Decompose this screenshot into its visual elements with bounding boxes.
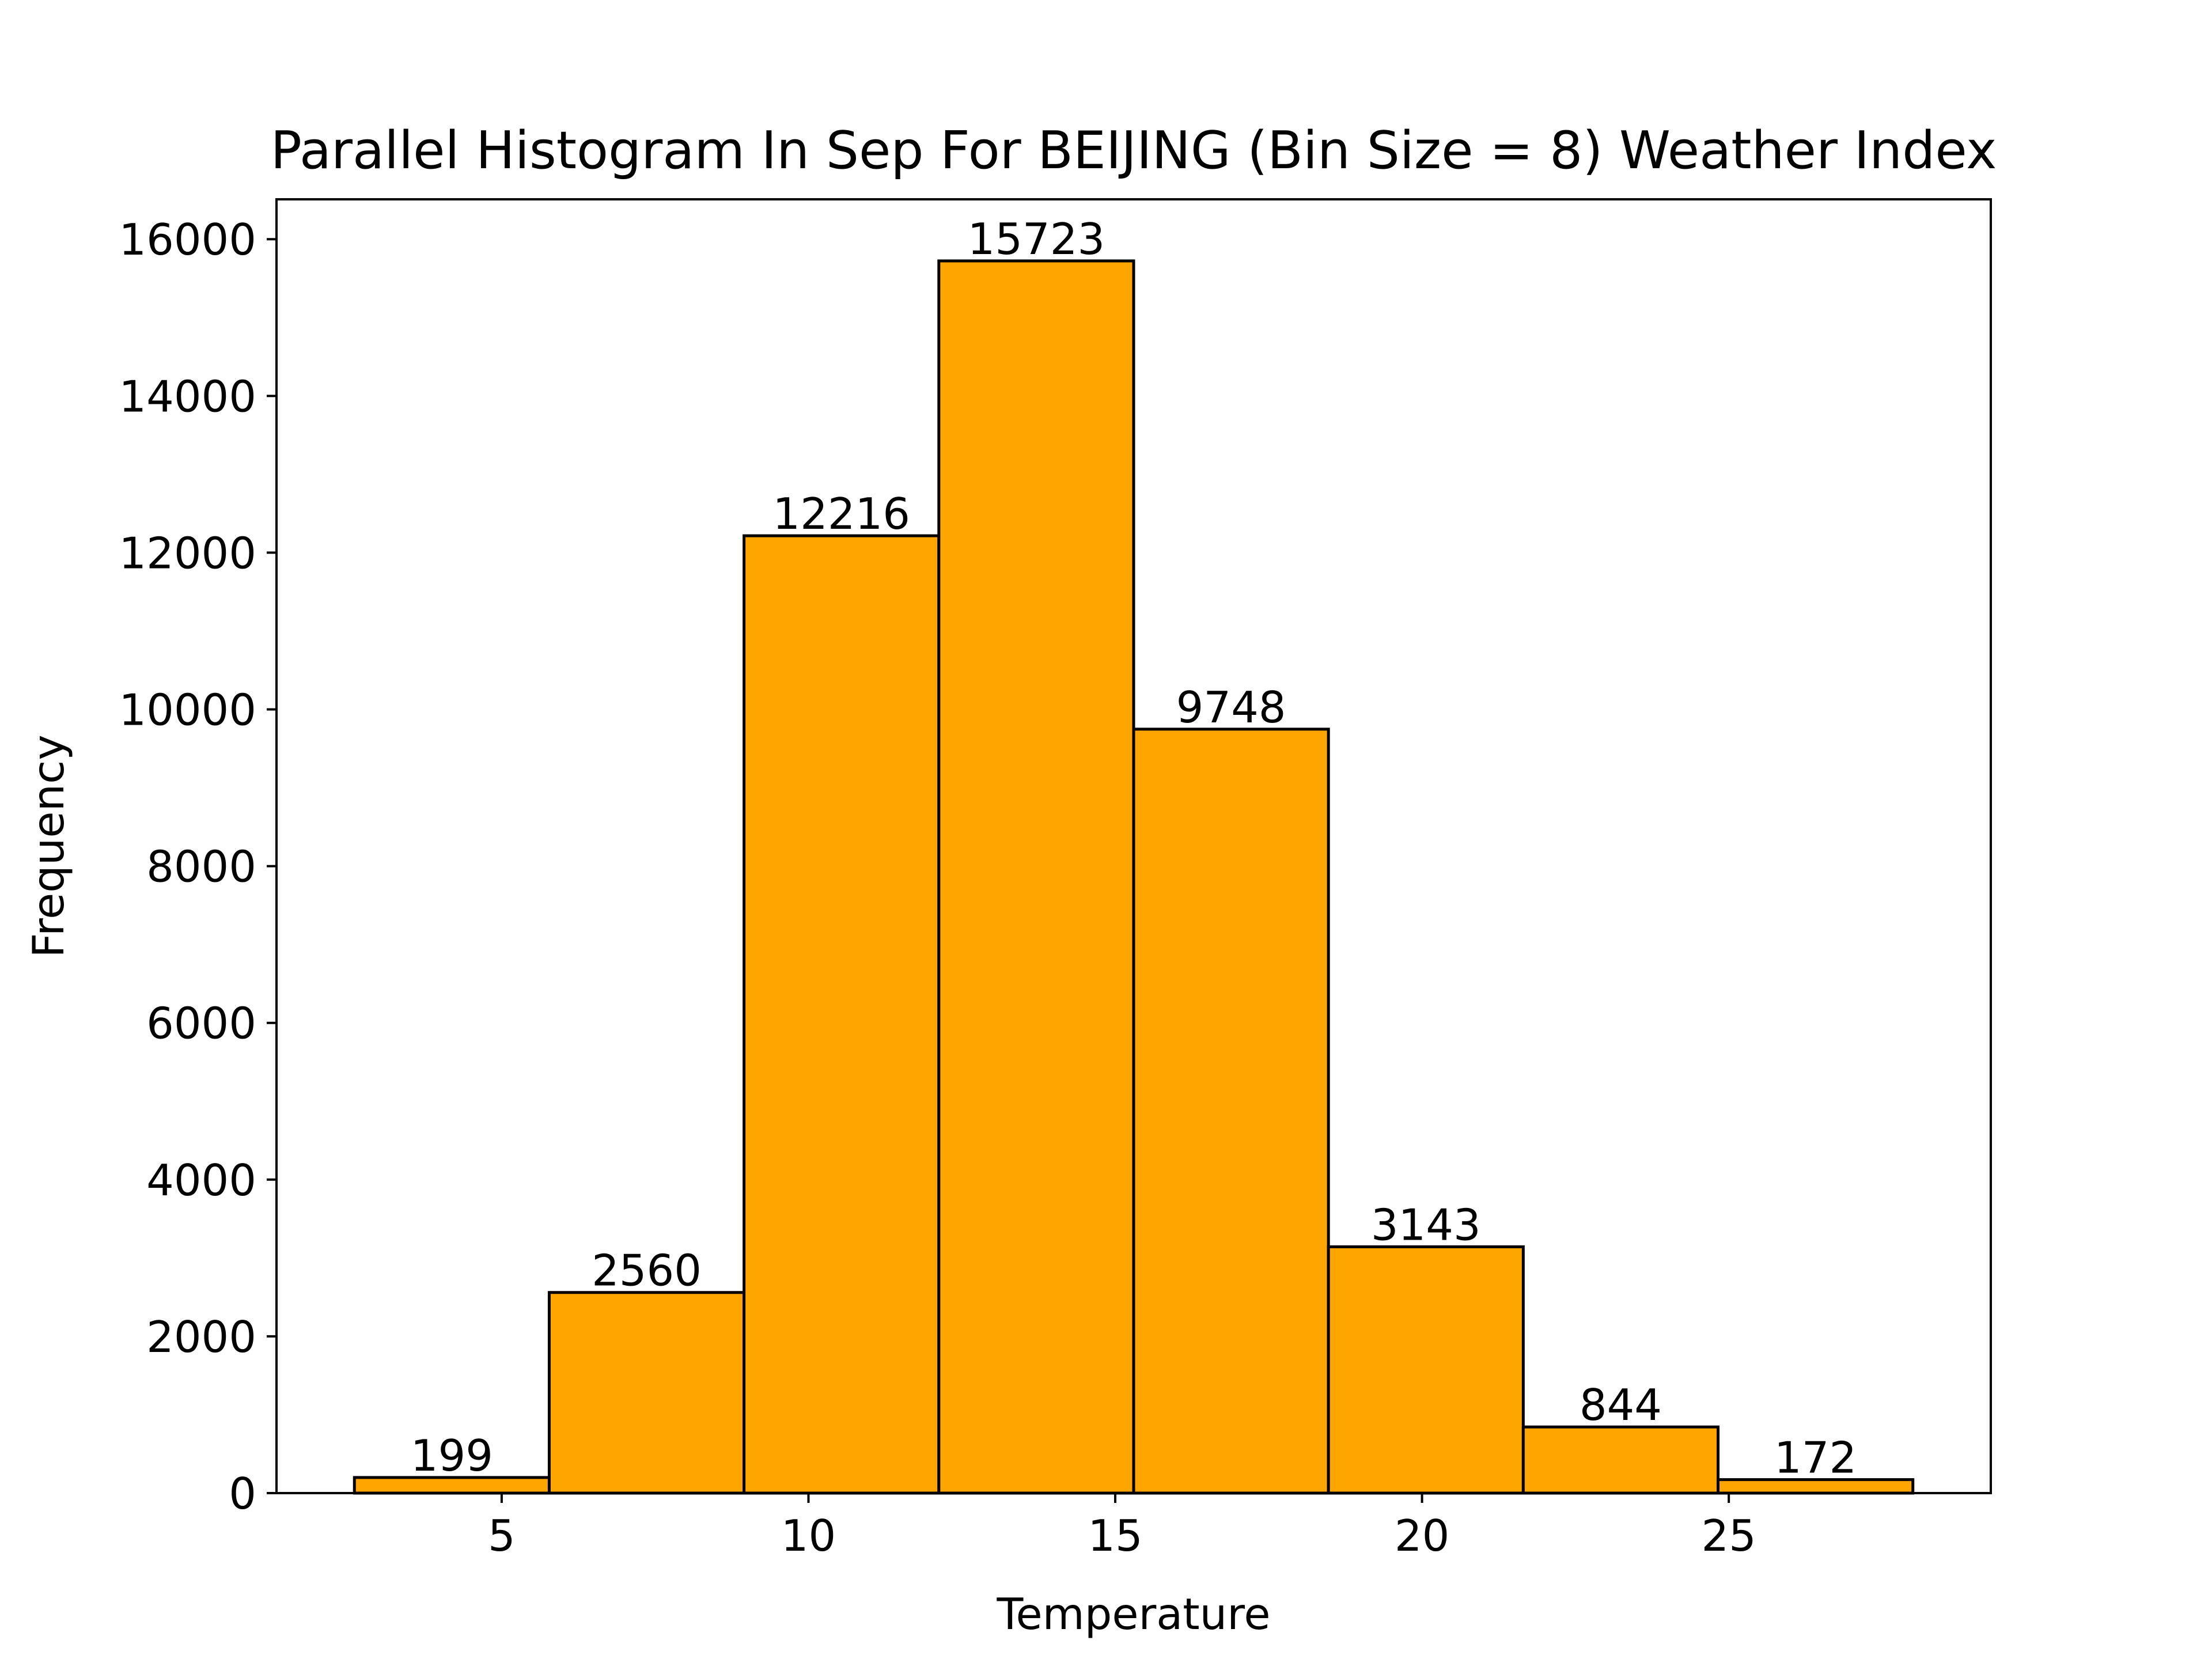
y-tick-label: 6000 (146, 998, 256, 1049)
x-tick-label: 10 (781, 1510, 836, 1561)
y-tick-label: 10000 (119, 685, 256, 736)
x-tick-label: 5 (488, 1510, 516, 1561)
bars-group (353, 259, 1915, 1495)
x-axis-label: Temperature (996, 1589, 1270, 1639)
bar-value-label: 12216 (772, 488, 910, 539)
y-axis-ticks: 0 2000 4000 6000 8000 10000 12000 14000 16000 (119, 214, 276, 1519)
bar-value-label: 2560 (592, 1245, 702, 1296)
x-axis-ticks: 5 10 15 20 25 (488, 1493, 1756, 1561)
bar-value-label: 9748 (1176, 682, 1286, 733)
y-tick-label: 14000 (119, 371, 256, 422)
bar-value-label: 172 (1774, 1433, 1857, 1483)
x-tick-label: 25 (1701, 1510, 1756, 1561)
histogram-bar (937, 259, 1135, 1495)
y-tick-label: 2000 (146, 1312, 256, 1362)
y-tick-label: 16000 (119, 214, 256, 265)
histogram-bar (1132, 728, 1330, 1495)
y-tick-label: 0 (229, 1468, 256, 1519)
y-tick-label: 8000 (146, 842, 256, 892)
histogram-bar (1521, 1425, 1720, 1495)
y-axis-label: Frequency (23, 734, 74, 957)
y-tick-label: 12000 (119, 528, 256, 578)
bar-labels-group: 199 2560 12216 15723 9748 3143 844 172 (411, 214, 1857, 1483)
histogram-bar (1327, 1245, 1525, 1495)
bar-value-label: 199 (411, 1430, 493, 1481)
x-tick-label: 15 (1088, 1510, 1142, 1561)
histogram-bar (743, 534, 941, 1495)
bar-value-label: 844 (1580, 1380, 1662, 1430)
bar-value-label: 3143 (1371, 1199, 1481, 1250)
histogram-bar (547, 1291, 746, 1495)
plot-frame (275, 198, 1992, 1494)
y-tick-label: 4000 (146, 1155, 256, 1206)
chart-title: Parallel Histogram In Sep For BEIJING (B… (271, 120, 1997, 181)
bar-value-label: 15723 (968, 214, 1105, 264)
x-tick-label: 20 (1395, 1510, 1449, 1561)
